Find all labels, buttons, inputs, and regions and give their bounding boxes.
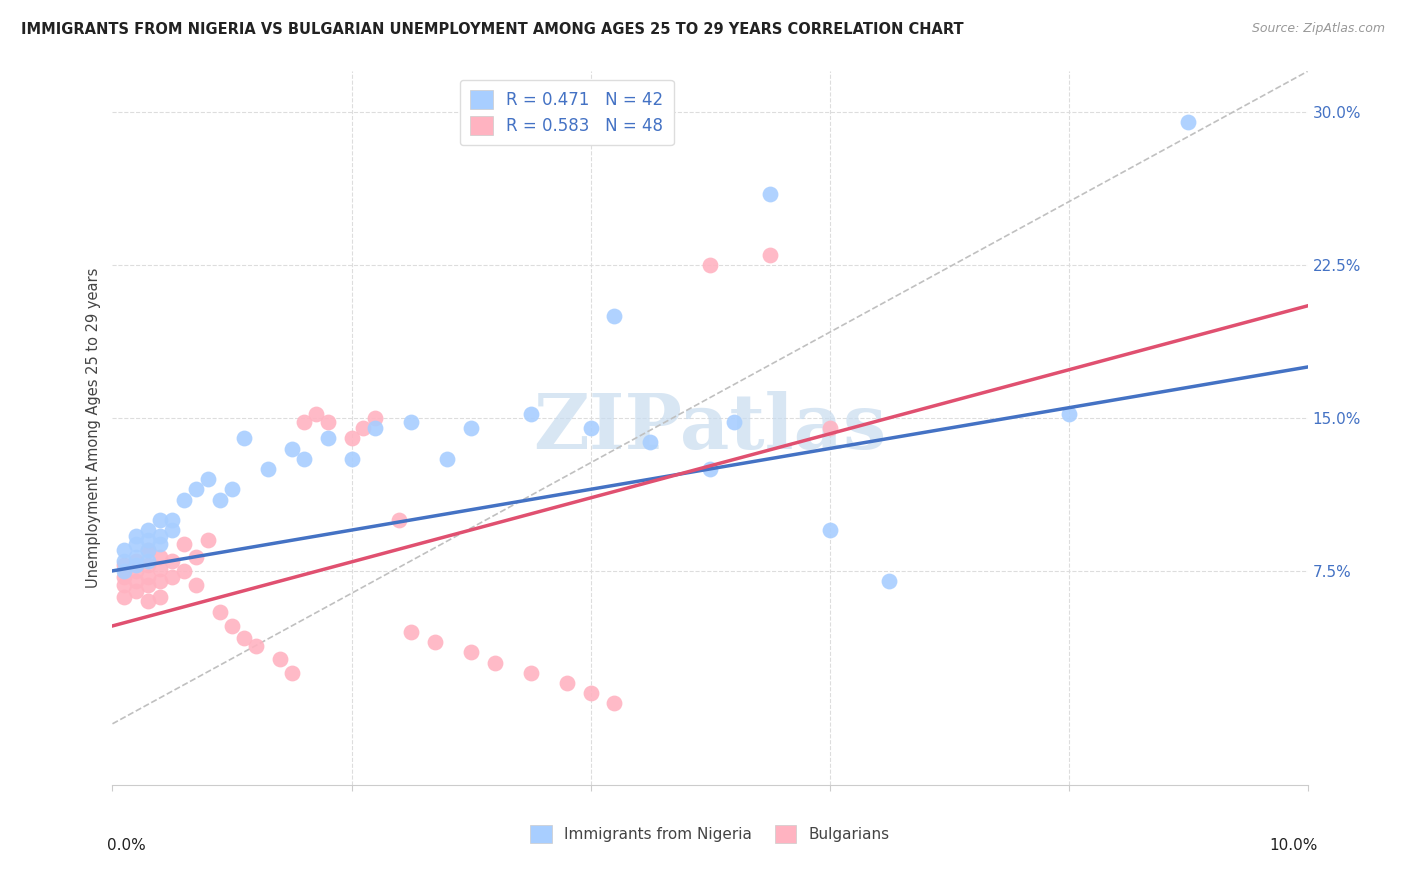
Point [162, 523, 183, 537]
Point [425, 635, 447, 649]
Point [186, 549, 208, 564]
Point [149, 537, 172, 551]
Point [209, 492, 232, 507]
Point [138, 523, 160, 537]
Point [723, 415, 745, 429]
Point [699, 462, 721, 476]
Point [173, 537, 195, 551]
Point [316, 431, 339, 445]
Point [759, 186, 782, 201]
Point [257, 462, 280, 476]
Point [149, 549, 172, 564]
Point [138, 543, 160, 558]
Point [114, 578, 135, 592]
Point [520, 407, 543, 421]
Point [1057, 407, 1080, 421]
Point [197, 472, 219, 486]
Point [292, 415, 315, 429]
Point [125, 554, 148, 568]
Point [364, 411, 387, 425]
Point [879, 574, 901, 588]
Point [149, 562, 172, 576]
Point [401, 415, 423, 429]
Point [114, 554, 135, 568]
Text: 10.0%: 10.0% [1270, 838, 1317, 854]
Point [281, 442, 304, 456]
Point [162, 554, 183, 568]
Point [149, 574, 172, 588]
Point [125, 558, 148, 572]
Point [162, 513, 183, 527]
Point [114, 564, 135, 578]
Point [125, 564, 148, 578]
Point [818, 421, 841, 435]
Point [114, 543, 135, 558]
Point [138, 558, 160, 572]
Point [233, 631, 256, 645]
Text: 0.0%: 0.0% [107, 838, 146, 854]
Point [209, 605, 232, 619]
Point [149, 513, 172, 527]
Point [579, 421, 602, 435]
Point [138, 554, 160, 568]
Point [173, 492, 195, 507]
Point [759, 248, 782, 262]
Point [555, 676, 578, 690]
Point [186, 578, 208, 592]
Point [340, 431, 363, 445]
Point [484, 656, 506, 670]
Point [138, 578, 160, 592]
Point [233, 431, 256, 445]
Point [520, 665, 543, 680]
Point [125, 549, 148, 564]
Point [173, 564, 195, 578]
Point [125, 574, 148, 588]
Point [245, 640, 267, 654]
Point [149, 529, 172, 543]
Point [269, 651, 291, 665]
Point [699, 258, 721, 272]
Point [1177, 115, 1199, 129]
Point [114, 591, 135, 605]
Point [305, 407, 328, 421]
Point [125, 584, 148, 599]
Point [460, 421, 482, 435]
Point [316, 415, 339, 429]
Text: ZIPatlas: ZIPatlas [533, 392, 887, 465]
Point [388, 513, 411, 527]
Point [640, 435, 662, 450]
Point [579, 686, 602, 700]
Point [186, 483, 208, 497]
Point [364, 421, 387, 435]
Point [436, 451, 458, 466]
Point [460, 645, 482, 659]
Point [114, 570, 135, 584]
Y-axis label: Unemployment Among Ages 25 to 29 years: Unemployment Among Ages 25 to 29 years [86, 268, 101, 589]
Text: Source: ZipAtlas.com: Source: ZipAtlas.com [1251, 22, 1385, 36]
Point [114, 558, 135, 572]
Point [818, 523, 841, 537]
Point [281, 665, 304, 680]
Point [149, 591, 172, 605]
Point [197, 533, 219, 548]
Point [603, 697, 626, 711]
Point [162, 570, 183, 584]
Legend: Immigrants from Nigeria, Bulgarians: Immigrants from Nigeria, Bulgarians [524, 819, 896, 848]
Point [292, 451, 315, 466]
Point [353, 421, 375, 435]
Point [125, 537, 148, 551]
Point [221, 483, 243, 497]
Point [603, 309, 626, 323]
Point [138, 543, 160, 558]
Point [340, 451, 363, 466]
Point [138, 570, 160, 584]
Point [125, 529, 148, 543]
Point [138, 533, 160, 548]
Text: IMMIGRANTS FROM NIGERIA VS BULGARIAN UNEMPLOYMENT AMONG AGES 25 TO 29 YEARS CORR: IMMIGRANTS FROM NIGERIA VS BULGARIAN UNE… [21, 22, 963, 37]
Point [401, 625, 423, 640]
Point [221, 619, 243, 633]
Point [138, 594, 160, 608]
